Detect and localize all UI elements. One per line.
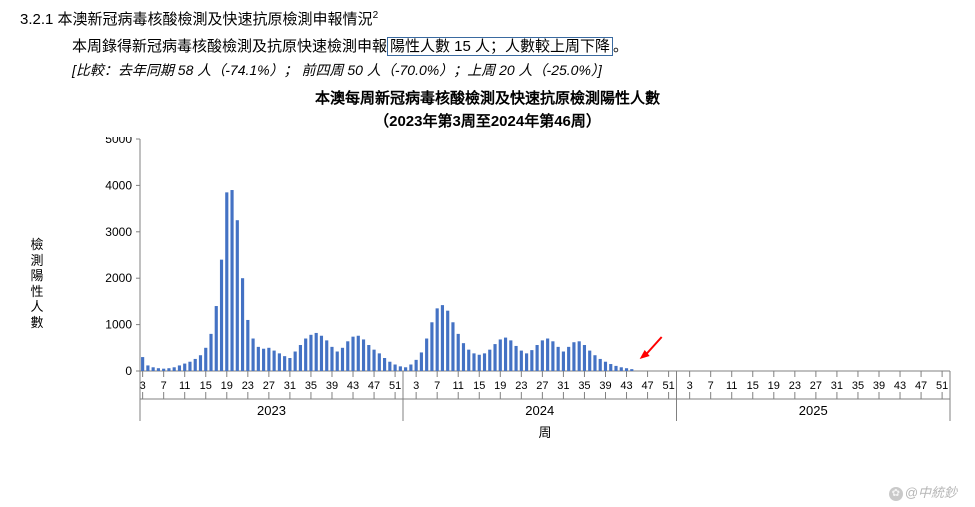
svg-text:23: 23 [242,380,254,392]
svg-text:47: 47 [641,380,653,392]
svg-text:2023: 2023 [257,403,286,418]
y-axis-label: 檢測陽性人數 [30,237,44,331]
summary-suffix: 。 [613,38,628,55]
svg-text:31: 31 [557,380,569,392]
heading-superscript: 2 [373,10,379,21]
svg-text:3: 3 [413,380,419,392]
section-number: 3.2.1 [20,11,53,28]
chart-title: 本澳每周新冠病毒核酸檢測及快速抗原檢測陽性人數 （2023年第3周至2024年第… [20,88,955,133]
summary-prefix: 本周錄得新冠病毒核酸檢測及抗原快速檢測申報 [72,38,387,55]
chart-title-line1: 本澳每周新冠病毒核酸檢測及快速抗原檢測陽性人數 [20,88,955,111]
svg-text:2025: 2025 [799,403,828,418]
svg-text:39: 39 [873,380,885,392]
svg-text:19: 19 [494,380,506,392]
chart-title-line2: （2023年第3周至2024年第46周） [20,111,955,134]
svg-text:7: 7 [708,380,714,392]
bar-chart: 0 1000 2000 3000 4000 5000 3 7 11 15 19 23 27 31 35 39 4… [90,137,960,457]
svg-text:47: 47 [368,380,380,392]
heading-text: 本澳新冠病毒核酸檢測及快速抗原檢測申報情況 [58,11,373,28]
comparison-line: [比較：去年同期 58 人（-74.1%）； 前四周 50 人（-70.0%）；… [72,60,955,80]
watermark: ✿@中統鈔 [889,482,957,501]
svg-text:15: 15 [473,380,485,392]
svg-text:43: 43 [347,380,359,392]
svg-text:27: 27 [810,380,822,392]
svg-text:31: 31 [831,380,843,392]
svg-text:43: 43 [620,380,632,392]
svg-text:23: 23 [789,380,801,392]
svg-text:3000: 3000 [105,225,132,239]
svg-text:39: 39 [326,380,338,392]
svg-text:3: 3 [687,380,693,392]
svg-text:39: 39 [599,380,611,392]
svg-text:4000: 4000 [105,178,132,192]
svg-text:27: 27 [263,380,275,392]
svg-text:31: 31 [284,380,296,392]
svg-text:5000: 5000 [105,137,132,146]
svg-text:19: 19 [768,380,780,392]
svg-text:0: 0 [125,364,132,378]
svg-text:2024: 2024 [525,403,554,418]
svg-text:周: 周 [538,425,551,440]
svg-text:11: 11 [726,380,737,392]
svg-text:7: 7 [434,380,440,392]
summary-highlight-box: 陽性人數 15 人；人數較上周下降 [387,37,613,56]
svg-text:2000: 2000 [105,271,132,285]
svg-text:35: 35 [578,380,590,392]
svg-text:27: 27 [536,380,548,392]
svg-text:43: 43 [894,380,906,392]
svg-text:19: 19 [221,380,233,392]
section-heading: 3.2.1 本澳新冠病毒核酸檢測及快速抗原檢測申報情況2 [20,8,955,29]
svg-text:51: 51 [662,380,674,392]
svg-text:47: 47 [915,380,927,392]
svg-text:1000: 1000 [105,318,132,332]
svg-text:11: 11 [179,380,190,392]
svg-text:15: 15 [747,380,759,392]
summary-line: 本周錄得新冠病毒核酸檢測及抗原快速檢測申報陽性人數 15 人；人數較上周下降。 [72,35,955,56]
svg-text:35: 35 [852,380,864,392]
svg-text:7: 7 [161,380,167,392]
weibo-icon: ✿ [889,487,903,501]
svg-text:23: 23 [515,380,527,392]
svg-text:51: 51 [389,380,401,392]
svg-text:11: 11 [453,380,464,392]
chart-container: 檢測陽性人數 010002000300040005000371115192327… [90,137,955,457]
svg-text:15: 15 [200,380,212,392]
svg-text:51: 51 [936,380,948,392]
svg-text:35: 35 [305,380,317,392]
